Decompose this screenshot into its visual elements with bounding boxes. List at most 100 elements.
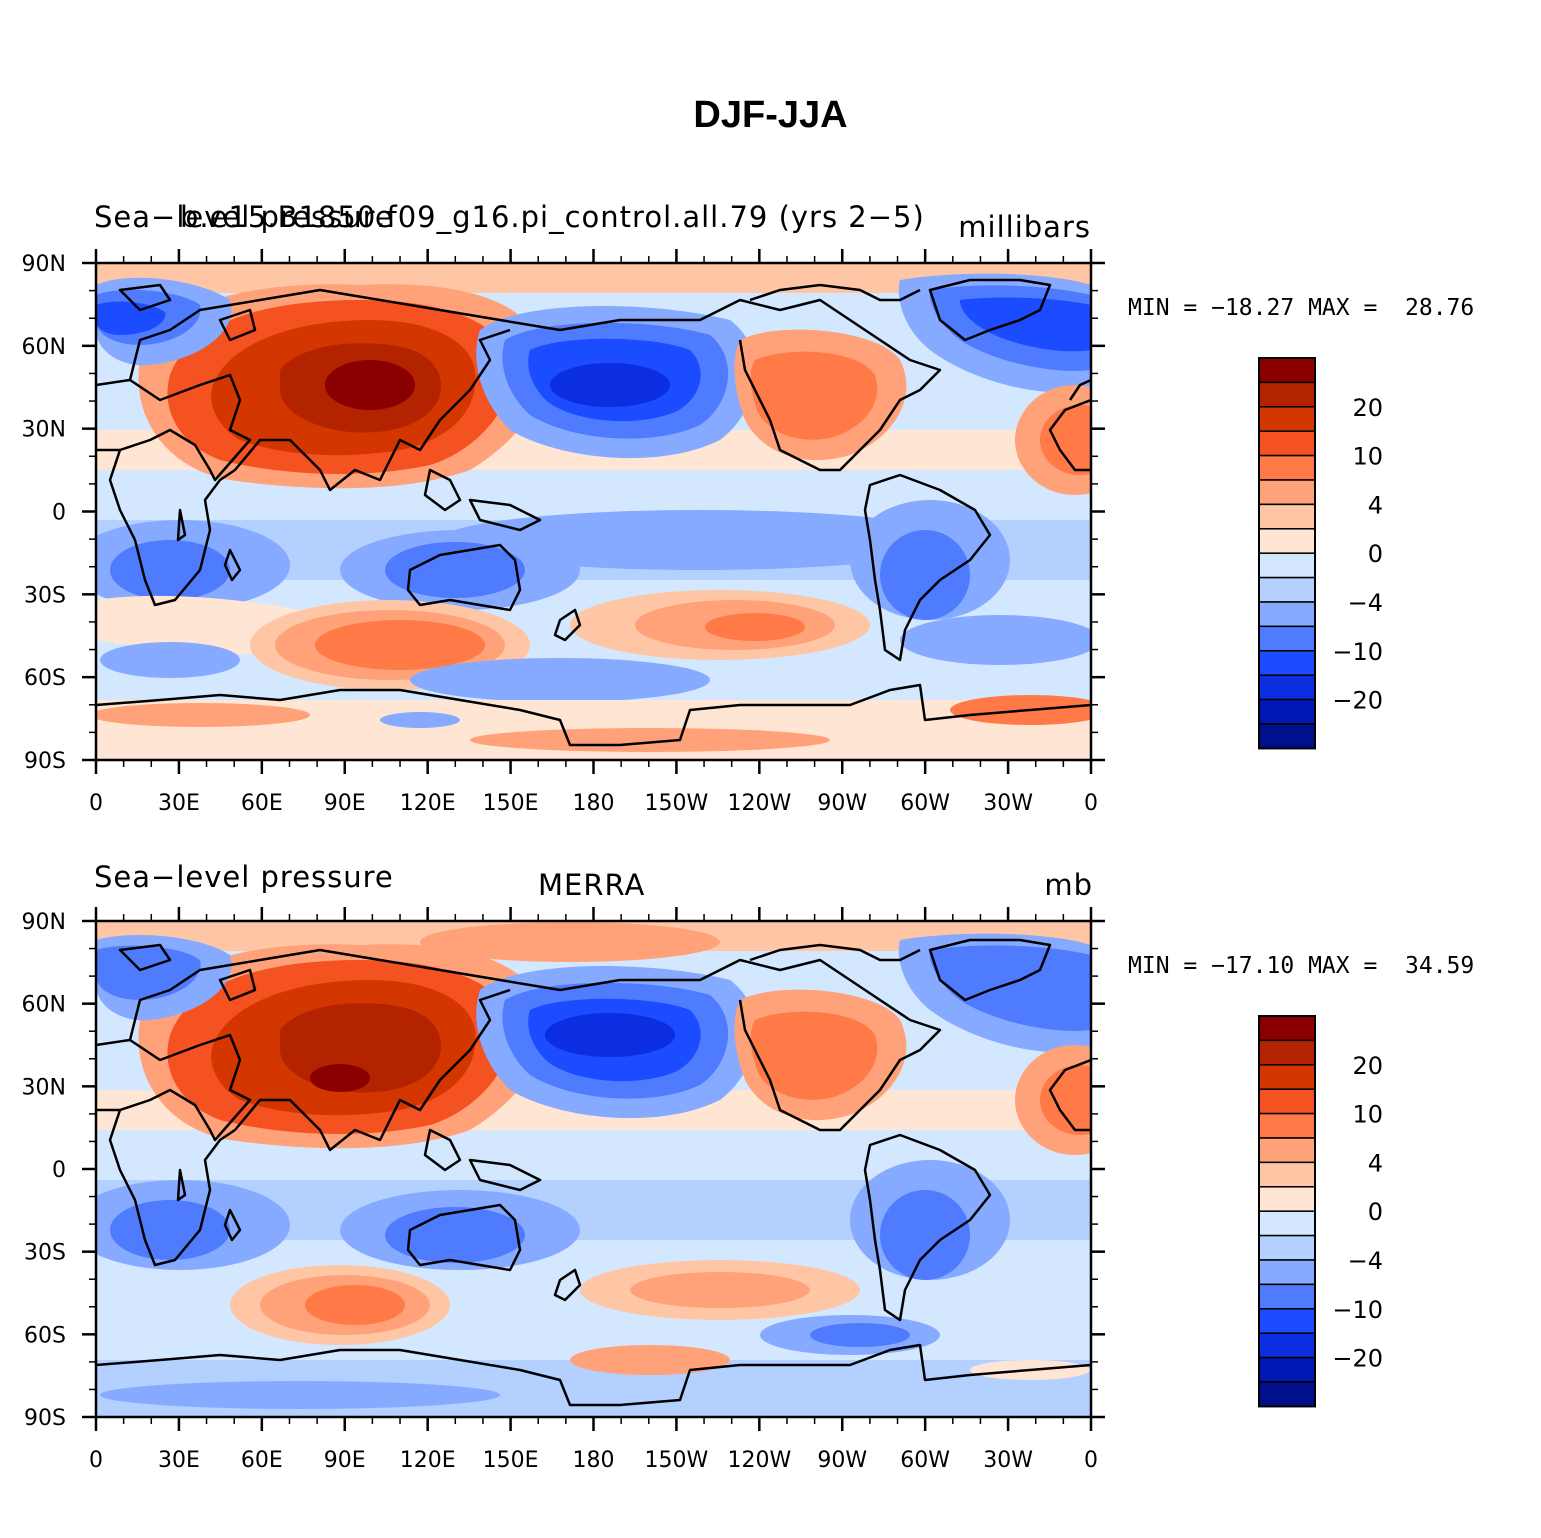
panel2-stats: MIN = −17.10 MAX = 34.59: [1128, 953, 1474, 979]
panel2-colorbar-box: [1258, 1039, 1316, 1066]
panel1-lon-label: 30W: [983, 791, 1033, 816]
panel2-colorbar-label: 4: [1368, 1149, 1383, 1177]
panel1-min-label: MIN =: [1128, 295, 1198, 321]
panel1-lon-label: 90W: [817, 791, 867, 816]
panel1-lon-label: 60E: [241, 791, 283, 816]
panel2-colorbar-label: 0: [1368, 1198, 1383, 1226]
panel2-axes: 90N 60N 30N 0 30S 60S 90S 0 30E 60E 90E 120E 150E 180…: [22, 907, 1105, 1473]
panel2-lon-label: 150W: [645, 1448, 709, 1473]
panel1-lat-label: 30S: [24, 583, 66, 608]
panel2-colorbar-box: [1258, 1064, 1316, 1090]
panel1-lon-label: 30E: [158, 791, 200, 816]
panel1-lat-label: 30N: [22, 418, 66, 443]
panel2-max-value: 34.59: [1405, 953, 1475, 979]
panel1-lon-label: 0: [1084, 791, 1098, 816]
panel2-colorbar-frame: [1258, 1015, 1316, 1408]
panel1-colorbar-box: [1258, 479, 1316, 506]
panel2-lat-label: 0: [52, 1158, 66, 1183]
panel2-colorbar-box: [1258, 1332, 1316, 1359]
panel1-colorbar-label: −10: [1332, 638, 1383, 666]
panel1-colorbar-box: [1258, 698, 1316, 725]
panel1-colorbar-label: 20: [1352, 394, 1383, 422]
panel2-lon-label: 90W: [817, 1448, 867, 1473]
panel2-colorbar-box: [1258, 1381, 1316, 1408]
panel2-min-value: −17.10: [1211, 953, 1295, 979]
panel2-colorbar-box: [1258, 1259, 1316, 1286]
panel2-lon-label: 120W: [727, 1448, 791, 1473]
panel2-colorbar-box: [1258, 1161, 1316, 1188]
panel2-colorbar-box: [1258, 1186, 1316, 1212]
panel2-lat-label: 30S: [24, 1241, 66, 1266]
panel2-colorbar-label: −20: [1332, 1345, 1383, 1373]
panel1-lat-label: 0: [52, 501, 66, 526]
panel2-colorbar-box: [1258, 1137, 1316, 1164]
panel1-field: [96, 263, 1091, 760]
panel2-lat-label: 60S: [24, 1323, 66, 1348]
panel1-max-label: MAX =: [1308, 295, 1378, 321]
panel2-lon-label: 120E: [400, 1448, 456, 1473]
panel2-units: mb: [1044, 868, 1093, 902]
panel1-lat-label: 90S: [24, 749, 66, 774]
panel1-lon-label: 150W: [645, 791, 709, 816]
panel1-stats: MIN = −18.27 MAX = 28.76: [1128, 295, 1474, 321]
panel1-lon-label: 120E: [400, 791, 456, 816]
panel1-max-value: 28.76: [1405, 295, 1475, 321]
panel1-coastlines: [96, 278, 1091, 747]
panel1-colorbar-box: [1258, 576, 1316, 603]
panel1-colorbar-box: [1258, 674, 1316, 701]
panel1-colorbar-box: [1258, 650, 1316, 676]
panel2-left-title: Sea−level pressure: [94, 860, 394, 894]
figure-title: DJF-JJA: [693, 94, 848, 136]
panel2-lon-label: 60W: [900, 1448, 950, 1473]
panel1-colorbar-box: [1258, 723, 1316, 750]
panel1-colorbar-box: [1258, 381, 1316, 408]
panel2-lon-label: 30E: [158, 1448, 200, 1473]
panel2-lat-label: 90S: [24, 1406, 66, 1431]
panel2-lon-label: 0: [1084, 1448, 1098, 1473]
panel1-lon-label: 120W: [727, 791, 791, 816]
panel2-lat-label: 60N: [22, 993, 66, 1018]
panel1-min-value: −18.27: [1211, 295, 1295, 321]
panel1-colorbar-box: [1258, 625, 1316, 652]
panel1-colorbar-box: [1258, 430, 1316, 457]
panel1-colorbar-label: −4: [1348, 589, 1383, 617]
panel2-colorbar-box: [1258, 1015, 1316, 1042]
panel1-colorbar-label: 10: [1352, 443, 1383, 471]
panel1-colorbar-label: 4: [1368, 491, 1383, 519]
panel2-lon-label: 90E: [324, 1448, 366, 1473]
panel2-lon-label: 30W: [983, 1448, 1033, 1473]
panel2-colorbar-label: 20: [1352, 1052, 1383, 1080]
panel2-lat-label: 30N: [22, 1075, 66, 1100]
panel1-colorbar-label: −20: [1332, 687, 1383, 715]
panel2-min-label: MIN =: [1128, 953, 1198, 979]
panel1-axes: 90N 60N 30N 0 30S 60S 90S 0 30E 60E 90E 120E 150E 180…: [22, 249, 1105, 816]
panel2-max-label: MAX =: [1308, 953, 1378, 979]
panel1-lon-label: 90E: [324, 791, 366, 816]
panel1-colorbar: 20 10 4 0 −4 −10 −20: [1258, 357, 1383, 750]
panel2-colorbar-box: [1258, 1234, 1316, 1261]
panel2-colorbar-box: [1258, 1283, 1316, 1310]
panel2-lon-label: 150E: [483, 1448, 539, 1473]
panel2-lat-label: 90N: [22, 910, 66, 935]
panel1-colorbar-box: [1258, 454, 1316, 481]
panel1-map: [96, 263, 1091, 760]
panel2-colorbar-label: −10: [1332, 1296, 1383, 1324]
panel2-lon-label: 0: [89, 1448, 103, 1473]
panel2-colorbar-box: [1258, 1088, 1316, 1115]
panel1-lat-label: 60N: [22, 335, 66, 360]
panel1-colorbar-box: [1258, 406, 1316, 432]
panel1-lon-label: 180: [573, 791, 615, 816]
panel1-lat-label: 60S: [24, 666, 66, 691]
panel2-colorbar: 20 10 4 0 −4 −10 −20: [1258, 1015, 1383, 1408]
panel1-case-name: b.e15.B1850.f09_g16.pi_control.all.79 (y…: [180, 200, 925, 234]
panel2-colorbar-box: [1258, 1210, 1316, 1237]
panel1-lon-label: 150E: [483, 791, 539, 816]
panel1-units: millibars: [958, 210, 1091, 244]
panel1-colorbar-box: [1258, 503, 1316, 530]
panel2-case-name: MERRA: [538, 868, 646, 902]
panel1-colorbar-box: [1258, 601, 1316, 628]
panel2-colorbar-box: [1258, 1112, 1316, 1139]
panel1-colorbar-box: [1258, 357, 1316, 384]
panel1-colorbar-box: [1258, 528, 1316, 554]
